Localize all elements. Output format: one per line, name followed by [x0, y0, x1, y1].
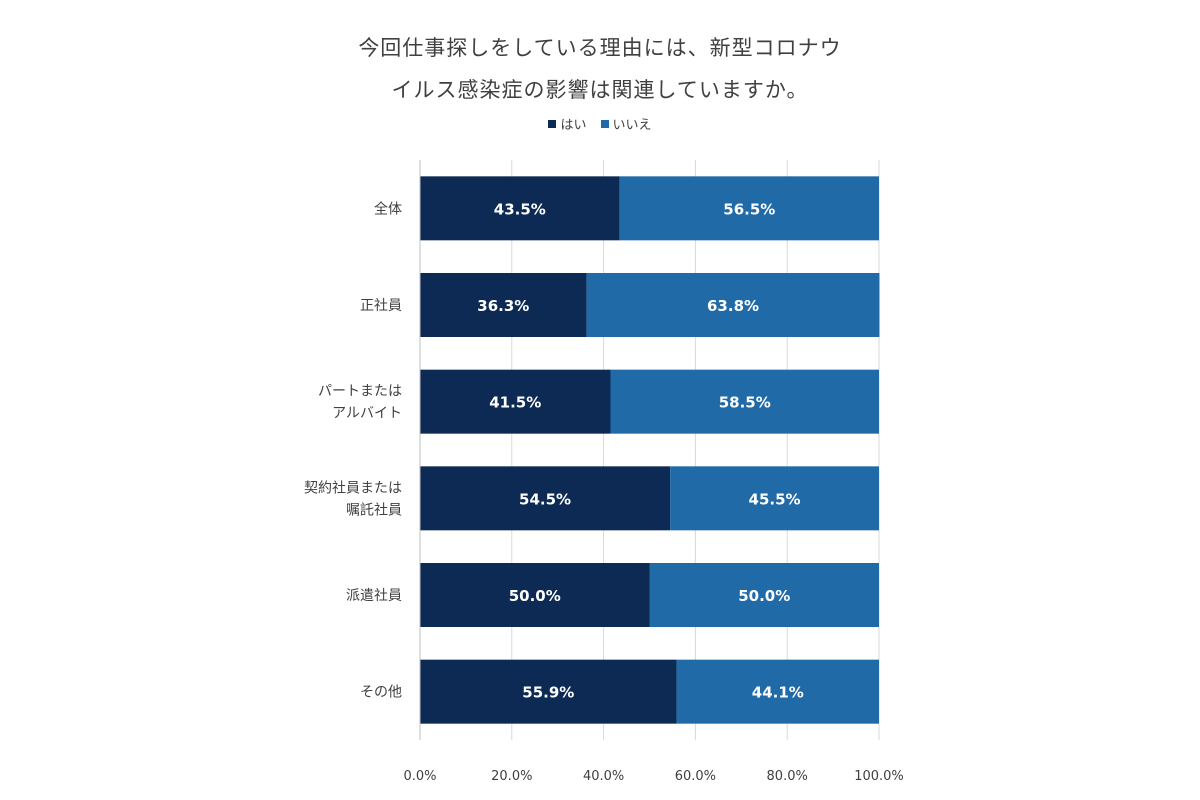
category-label: その他	[360, 685, 402, 701]
x-tick-label: 20.0%	[491, 769, 532, 784]
category-label: 派遣社員	[346, 588, 402, 604]
data-label: 50.0%	[738, 587, 790, 605]
bar-segment-no	[619, 176, 879, 241]
bar-segment-yes	[420, 466, 671, 531]
category-label: パートまたは	[318, 384, 402, 400]
x-tick-label: 80.0%	[767, 769, 808, 784]
data-label: 45.5%	[749, 490, 801, 508]
x-tick-label: 100.0%	[854, 769, 904, 784]
chart-title-line-2: イルス感染症の影響は関連していますか。	[391, 78, 809, 102]
bar-segment-no	[586, 273, 880, 337]
legend-label-no: いいえ	[612, 118, 652, 133]
legend-item-no: いいえ	[600, 114, 652, 133]
bar-segment-yes	[420, 273, 587, 337]
bar-segment-no	[610, 369, 879, 434]
chart-legend: はい いいえ	[0, 114, 1200, 133]
bar-segment-no	[649, 563, 879, 627]
bar-segment-yes	[420, 176, 620, 241]
data-label: 58.5%	[719, 394, 771, 412]
category-label: 嘱託社員	[346, 502, 402, 518]
bar-segment-no	[670, 466, 879, 531]
legend-item-yes: はい	[548, 114, 587, 133]
data-label: 63.8%	[707, 297, 759, 315]
category-label: 正社員	[360, 298, 402, 314]
legend-swatch-no	[600, 119, 609, 128]
bar-segment-yes	[420, 369, 611, 434]
category-label: 契約社員または	[304, 480, 402, 496]
legend-label-yes: はい	[560, 118, 587, 133]
chart-title-line-1: 今回仕事探しをしている理由には、新型コロナウ	[358, 36, 842, 60]
bar-segment-yes	[420, 659, 677, 724]
category-label: 全体	[374, 200, 402, 217]
data-label: 56.5%	[723, 200, 775, 218]
data-label: 44.1%	[752, 684, 804, 702]
data-label: 54.5%	[519, 490, 571, 508]
legend-swatch-yes	[548, 119, 557, 128]
data-label: 55.9%	[522, 684, 574, 702]
bar-segment-yes	[420, 563, 650, 627]
data-label: 41.5%	[489, 394, 541, 412]
x-tick-label: 0.0%	[403, 769, 436, 784]
data-label: 43.5%	[494, 200, 546, 218]
data-label: 36.3%	[477, 297, 529, 315]
x-tick-label: 40.0%	[583, 769, 624, 784]
x-tick-label: 60.0%	[675, 769, 716, 784]
data-label: 50.0%	[509, 587, 561, 605]
category-label: アルバイト	[332, 406, 402, 422]
bar-segment-no	[676, 659, 879, 724]
